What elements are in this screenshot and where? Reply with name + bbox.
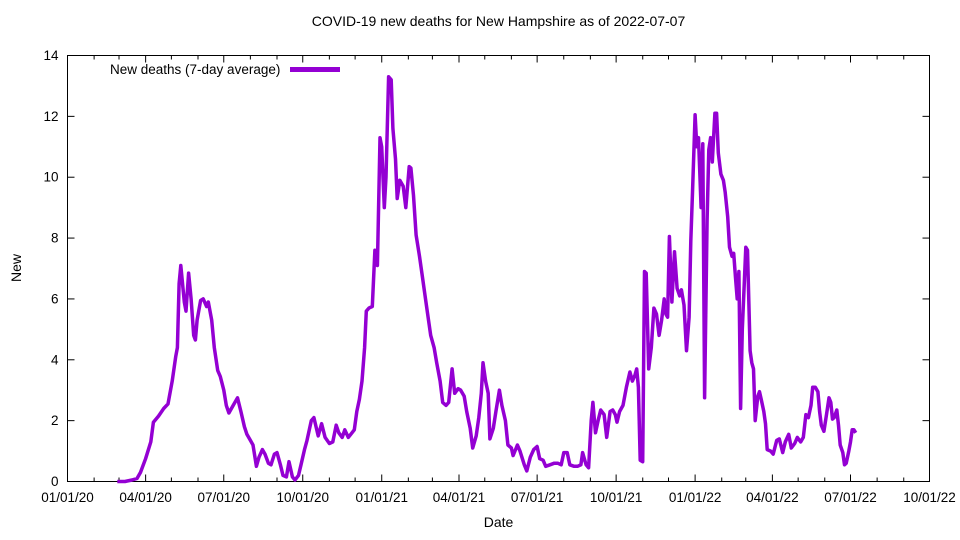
- y-tick-label: 12: [43, 109, 58, 124]
- y-tick-label: 4: [51, 352, 59, 367]
- x-tick-label: 01/01/21: [355, 490, 408, 505]
- x-tick-label: 10/01/20: [276, 490, 329, 505]
- x-tick-label: 04/01/21: [433, 490, 486, 505]
- x-tick-label: 04/01/22: [746, 490, 799, 505]
- y-tick-label: 6: [51, 291, 59, 306]
- y-tick-label: 8: [51, 231, 59, 246]
- x-tick-label: 07/01/20: [197, 490, 250, 505]
- y-tick-label: 14: [43, 48, 59, 63]
- chart-title: COVID-19 new deaths for New Hampshire as…: [311, 13, 686, 29]
- legend: New deaths (7-day average): [110, 62, 341, 77]
- x-tick-label: 01/01/22: [669, 490, 722, 505]
- y-tick-label: 2: [51, 413, 59, 428]
- plot-border: [67, 55, 930, 482]
- legend-line-sample: [290, 67, 341, 72]
- x-axis-label: Date: [483, 514, 514, 530]
- x-tick-label: 07/01/22: [824, 490, 877, 505]
- x-tick-label: 04/01/20: [119, 490, 172, 505]
- y-tick-label: 10: [43, 170, 58, 185]
- x-tick-label: 10/01/22: [903, 490, 956, 505]
- new-deaths-line: [117, 75, 858, 484]
- x-tick-label: 10/01/21: [590, 490, 643, 505]
- x-tick-label: 07/01/21: [511, 490, 564, 505]
- legend-label: New deaths (7-day average): [110, 62, 281, 77]
- x-tick-label: 01/01/20: [41, 490, 94, 505]
- y-tick-label: 0: [51, 474, 59, 489]
